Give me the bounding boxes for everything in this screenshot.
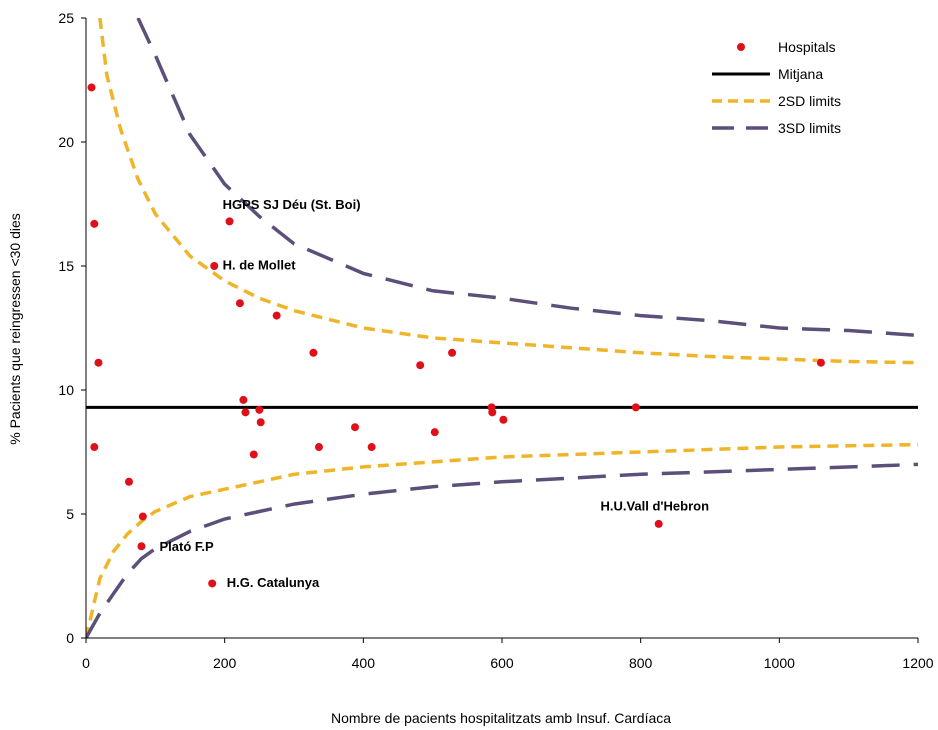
y-tick-label: 20 bbox=[58, 134, 74, 150]
hospital-point bbox=[632, 403, 640, 411]
hospital-point bbox=[239, 396, 247, 404]
plot-area: 0 5 10 15 20 25 0 200 400 600 800 1000 1200 HGPS SJ D… bbox=[58, 10, 933, 671]
hospital-point bbox=[125, 478, 133, 486]
hospital-point bbox=[90, 443, 98, 451]
legend-label-2sd-limits: 2SD limits bbox=[778, 93, 841, 109]
legend: Hospitals Mitjana 2SD limits 3SD limits bbox=[712, 39, 841, 136]
hospital-point bbox=[351, 423, 359, 431]
legend-label-mitjana: Mitjana bbox=[778, 66, 823, 82]
point-annotation: H.U.Vall d'Hebron bbox=[600, 498, 709, 513]
point-annotation: Plató F.P bbox=[159, 539, 214, 554]
hospital-point bbox=[499, 416, 507, 424]
x-tick-label: 600 bbox=[490, 655, 514, 671]
x-tick-label: 0 bbox=[82, 655, 90, 671]
hospital-point bbox=[368, 443, 376, 451]
legend-label-3sd-limits: 3SD limits bbox=[778, 120, 841, 136]
hospital-point bbox=[416, 361, 424, 369]
hospital-point bbox=[655, 520, 663, 528]
hospital-point bbox=[309, 349, 317, 357]
point-annotation: H. de Mollet bbox=[223, 258, 297, 273]
hospital-point bbox=[273, 312, 281, 320]
hospital-point bbox=[90, 220, 98, 228]
hospital-point bbox=[255, 406, 263, 414]
hospital-point bbox=[448, 349, 456, 357]
y-tick-label: 15 bbox=[58, 258, 74, 274]
x-tick-label: 800 bbox=[629, 655, 653, 671]
hospital-point bbox=[226, 217, 234, 225]
hospital-point bbox=[488, 408, 496, 416]
y-axis-title-group: % Pacients que reingressen <30 dies bbox=[7, 213, 23, 445]
hospital-point bbox=[236, 299, 244, 307]
x-tick-label: 400 bbox=[352, 655, 376, 671]
y-axis-title: % Pacients que reingressen <30 dies bbox=[7, 213, 23, 445]
hospital-point bbox=[210, 262, 218, 270]
hospital-point bbox=[257, 418, 265, 426]
x-axis-title: Nombre de pacients hospitalitzats amb In… bbox=[331, 710, 671, 726]
hospital-point bbox=[241, 408, 249, 416]
hospital-point bbox=[137, 542, 145, 550]
legend-marker-hospitals bbox=[737, 43, 745, 51]
y-tick-label: 5 bbox=[66, 506, 74, 522]
hospital-point bbox=[94, 359, 102, 367]
y-tick-label: 10 bbox=[58, 382, 74, 398]
hospital-point bbox=[88, 83, 96, 91]
x-tick-label: 1000 bbox=[764, 655, 795, 671]
hospital-point bbox=[139, 512, 147, 520]
point-annotation: H.G. Catalunya bbox=[227, 575, 320, 590]
hospital-point bbox=[431, 428, 439, 436]
hospital-point bbox=[250, 450, 258, 458]
legend-label-hospitals: Hospitals bbox=[778, 39, 836, 55]
hospital-point bbox=[315, 443, 323, 451]
point-annotation: HGPS SJ Déu (St. Boi) bbox=[223, 197, 361, 212]
hospital-point bbox=[817, 359, 825, 367]
y-tick-label: 0 bbox=[66, 630, 74, 646]
hospital-points bbox=[88, 83, 825, 587]
y-tick-label: 25 bbox=[58, 10, 74, 26]
hospital-point bbox=[208, 579, 216, 587]
x-tick-label: 1200 bbox=[902, 655, 933, 671]
x-tick-label: 200 bbox=[213, 655, 237, 671]
